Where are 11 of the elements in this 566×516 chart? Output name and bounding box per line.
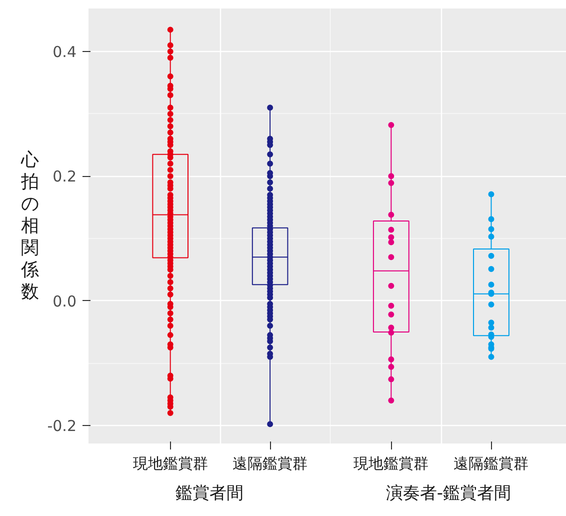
y-tick-label: 0.0	[52, 292, 77, 310]
y-tick-label: -0.2	[47, 416, 77, 435]
x-tick-label: 遠隔鑑賞群	[454, 454, 529, 472]
x-axis-title: 演奏者-鑑賞者間	[386, 484, 512, 504]
x-tick-label: 遠隔鑑賞群	[232, 454, 308, 472]
y-tick-label: 0.2	[52, 168, 77, 186]
x-axis-title: 鑑賞者間	[176, 484, 244, 504]
x-tick-label: 現地鑑賞群	[354, 454, 429, 472]
y-tick-label: 0.4	[52, 43, 77, 61]
x-tick-label: 現地鑑賞群	[132, 454, 208, 472]
y-axis-title: 心拍の相関係数	[20, 149, 40, 303]
